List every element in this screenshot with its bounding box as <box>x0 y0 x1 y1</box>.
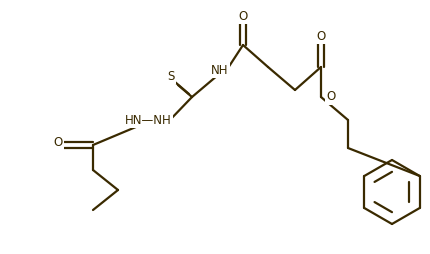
Text: O: O <box>316 29 325 42</box>
Text: S: S <box>167 70 174 83</box>
Text: O: O <box>238 9 247 23</box>
Text: O: O <box>326 90 335 103</box>
Text: HN—NH: HN—NH <box>124 114 171 126</box>
Text: NH: NH <box>211 64 228 76</box>
Text: O: O <box>53 136 62 150</box>
